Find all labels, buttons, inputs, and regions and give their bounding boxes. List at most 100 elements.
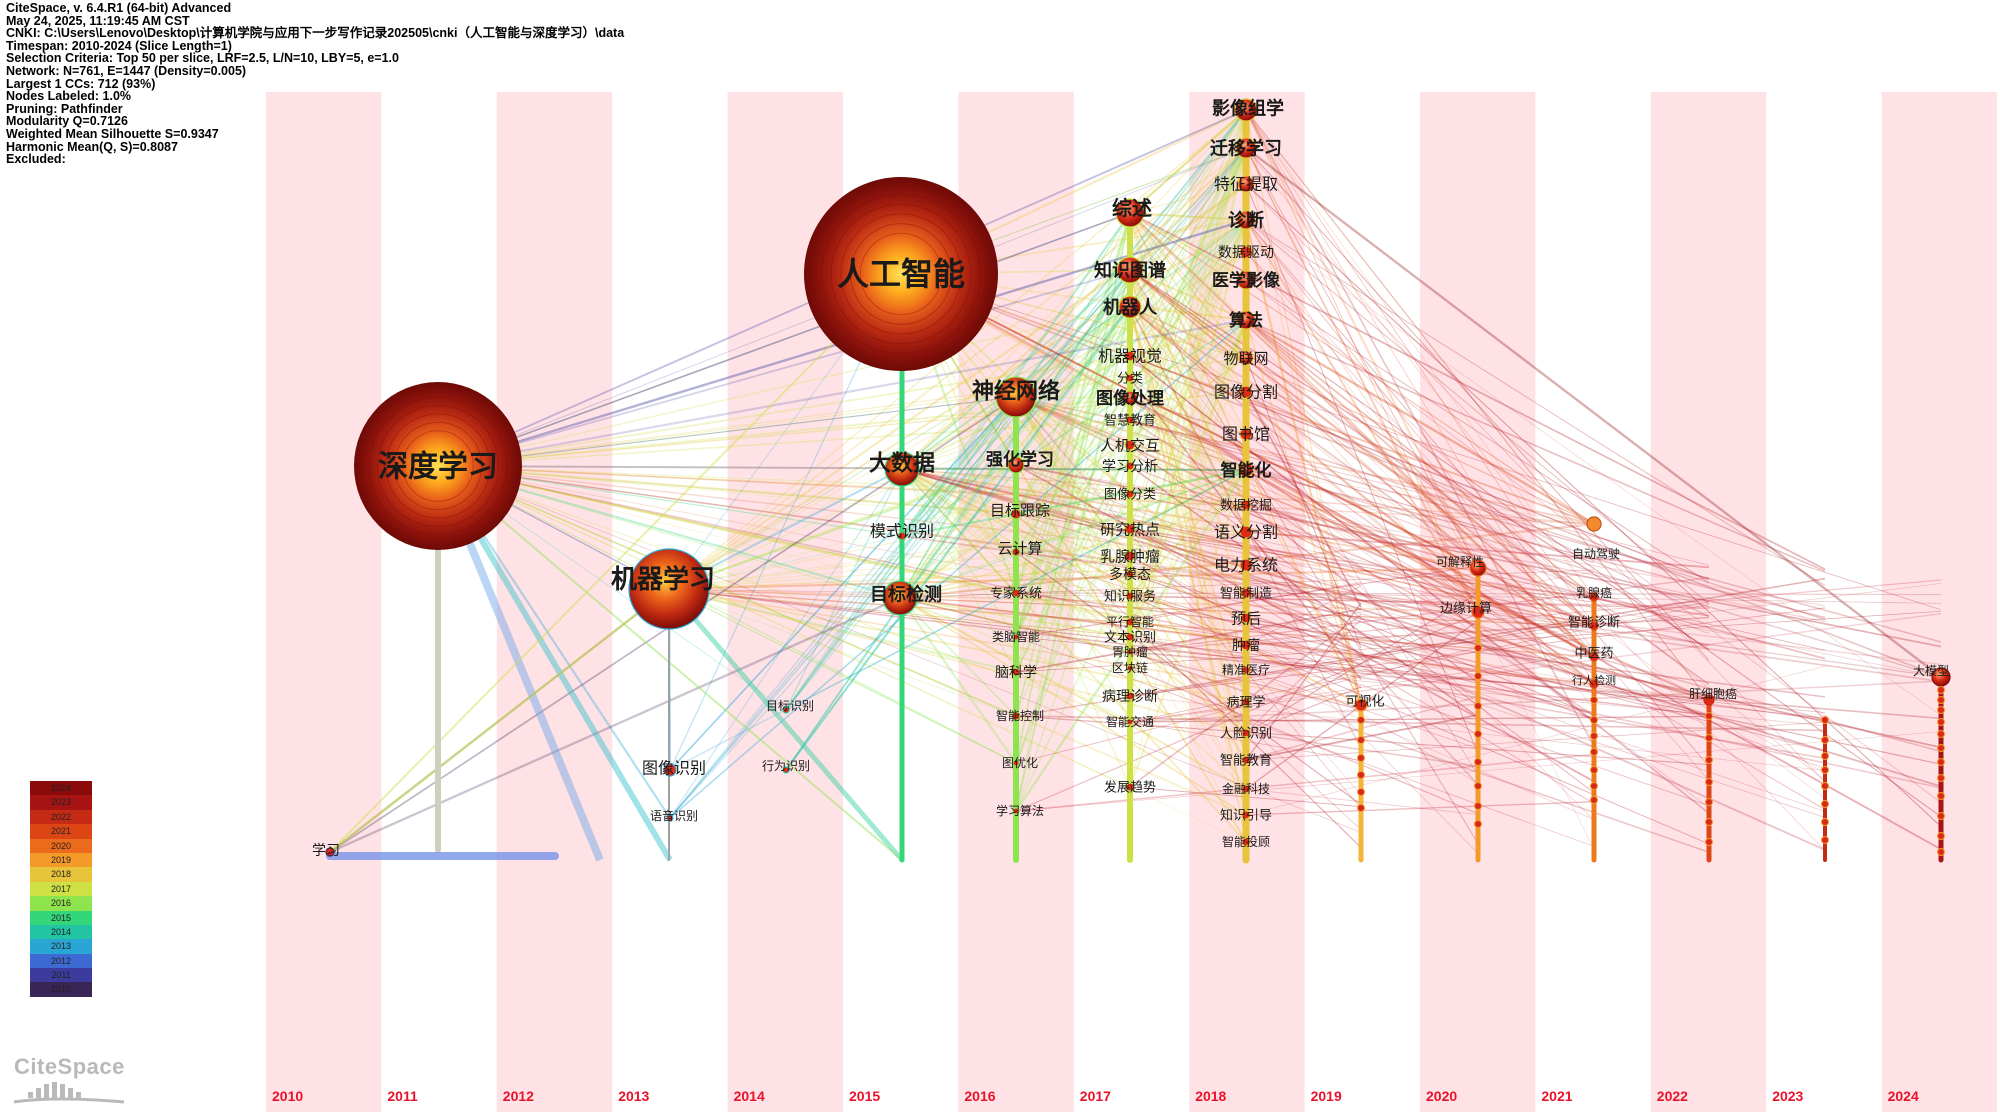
node[interactable]: [1590, 748, 1598, 756]
node-肝细胞癌[interactable]: [1703, 694, 1715, 706]
node-影像组学[interactable]: [1234, 98, 1258, 122]
node[interactable]: [1357, 788, 1365, 796]
node[interactable]: [1821, 818, 1829, 826]
node-机器人[interactable]: [1118, 295, 1142, 319]
node-语音识别[interactable]: [666, 814, 674, 822]
node[interactable]: [1705, 734, 1713, 742]
node[interactable]: [1937, 730, 1945, 738]
node[interactable]: [1705, 756, 1713, 764]
node[interactable]: [1705, 838, 1713, 846]
node[interactable]: [1590, 766, 1598, 774]
node-行人检测[interactable]: [1589, 679, 1599, 689]
node-智慧教育[interactable]: [1125, 415, 1135, 425]
node-特征提取[interactable]: [1237, 175, 1255, 193]
node-学习算法[interactable]: [1012, 807, 1020, 815]
node-电力系统[interactable]: [1239, 558, 1253, 572]
node-图像处理[interactable]: [1122, 390, 1138, 406]
node-智能制造[interactable]: [1240, 587, 1252, 599]
node-病理诊断[interactable]: [1125, 691, 1135, 701]
node-脑科学[interactable]: [1011, 667, 1021, 677]
node-精准医疗[interactable]: [1241, 665, 1251, 675]
node-学习[interactable]: [325, 847, 335, 857]
node-数据驱动[interactable]: [1239, 245, 1253, 259]
node[interactable]: [1937, 686, 1945, 694]
node-研究热点[interactable]: [1124, 523, 1136, 535]
node[interactable]: [1590, 716, 1598, 724]
node-可视化[interactable]: [1354, 698, 1368, 712]
node-平行智能[interactable]: [1125, 617, 1135, 627]
node-物联网[interactable]: [1238, 350, 1254, 366]
node[interactable]: [1821, 800, 1829, 808]
node-分类[interactable]: [1125, 373, 1135, 383]
node-算法[interactable]: [1236, 310, 1256, 330]
node[interactable]: [1474, 782, 1482, 790]
nodes[interactable]: [325, 98, 1951, 857]
node-知识图谱[interactable]: [1116, 256, 1144, 284]
node[interactable]: [1821, 836, 1829, 844]
node[interactable]: [1357, 736, 1365, 744]
node-智能控制[interactable]: [1011, 711, 1021, 721]
node-语义分割[interactable]: [1239, 525, 1253, 539]
node-智能诊断[interactable]: [1589, 621, 1599, 631]
node[interactable]: [1474, 730, 1482, 738]
node[interactable]: [1590, 732, 1598, 740]
node-诊断[interactable]: [1236, 210, 1256, 230]
node-智能交通[interactable]: [1126, 718, 1134, 726]
node-人机交互[interactable]: [1124, 439, 1136, 451]
node[interactable]: [1937, 706, 1945, 714]
node-可解释性[interactable]: [1469, 559, 1487, 577]
node-肿瘤[interactable]: [1240, 639, 1252, 651]
node[interactable]: [1705, 818, 1713, 826]
node-大数据[interactable]: [884, 451, 920, 487]
node-深度学习[interactable]: [354, 382, 522, 550]
node[interactable]: [1474, 820, 1482, 828]
node-智能教育[interactable]: [1241, 755, 1251, 765]
node[interactable]: [1705, 798, 1713, 806]
node-知识引导[interactable]: [1241, 810, 1251, 820]
node-预后[interactable]: [1240, 612, 1252, 624]
node-图像分类[interactable]: [1125, 489, 1135, 499]
node-学习分析[interactable]: [1125, 461, 1135, 471]
node[interactable]: [1474, 802, 1482, 810]
node[interactable]: [1821, 752, 1829, 760]
node-数据挖掘[interactable]: [1240, 499, 1252, 511]
node-图优化[interactable]: [1012, 759, 1020, 767]
node-乳腺肿瘤[interactable]: [1124, 550, 1136, 562]
node[interactable]: [1474, 644, 1482, 652]
node-云计算[interactable]: [1011, 547, 1021, 557]
node[interactable]: [1937, 696, 1945, 704]
node-发展趋势[interactable]: [1125, 782, 1135, 792]
node[interactable]: [1937, 774, 1945, 782]
node-图像分割[interactable]: [1239, 385, 1253, 399]
node-人脸识别[interactable]: [1241, 728, 1251, 738]
node-智能投顾[interactable]: [1241, 837, 1251, 847]
node-模式识别[interactable]: [897, 531, 907, 541]
node[interactable]: [1357, 754, 1365, 762]
node[interactable]: [1474, 702, 1482, 710]
node[interactable]: [1937, 848, 1945, 856]
node-金融科技[interactable]: [1241, 784, 1251, 794]
node[interactable]: [1474, 758, 1482, 766]
node-文本识别[interactable]: [1125, 632, 1135, 642]
node[interactable]: [1586, 516, 1602, 532]
node-机器学习[interactable]: [628, 548, 710, 630]
node-区块链[interactable]: [1126, 664, 1134, 672]
node-胃肿瘤[interactable]: [1126, 648, 1134, 656]
node[interactable]: [1590, 782, 1598, 790]
node[interactable]: [1705, 712, 1713, 720]
node-病理学[interactable]: [1241, 697, 1251, 707]
node[interactable]: [1937, 792, 1945, 800]
node[interactable]: [1590, 696, 1598, 704]
node[interactable]: [1590, 796, 1598, 804]
node-人工智能[interactable]: [804, 177, 998, 371]
node[interactable]: [1705, 778, 1713, 786]
node-边缘计算[interactable]: [1471, 605, 1485, 619]
node[interactable]: [1937, 744, 1945, 752]
node[interactable]: [1937, 758, 1945, 766]
node-行为识别[interactable]: [782, 766, 790, 774]
node-医学影像[interactable]: [1236, 270, 1256, 290]
node-类脑智能[interactable]: [1012, 633, 1020, 641]
node-强化学习[interactable]: [1007, 456, 1025, 474]
node[interactable]: [1937, 832, 1945, 840]
node-多模态[interactable]: [1125, 569, 1135, 579]
